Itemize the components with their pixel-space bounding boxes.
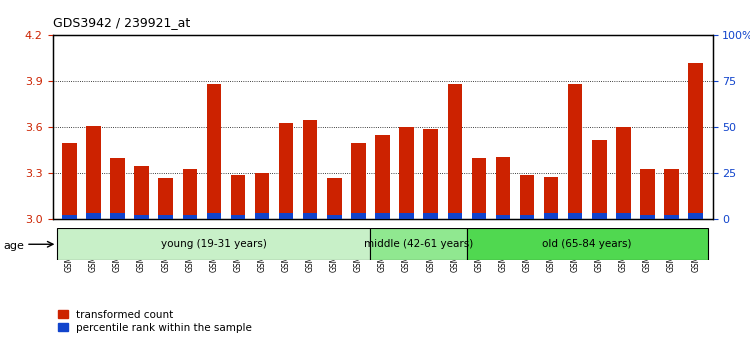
Bar [255,213,269,219]
Bar [520,215,534,219]
Bar [399,127,414,219]
Bar [616,213,631,219]
Bar [592,213,607,219]
Bar [375,135,390,219]
Bar [134,166,148,219]
Bar [424,129,438,219]
Bar [472,158,486,219]
Bar [110,213,125,219]
Bar [182,169,197,219]
Bar [327,215,341,219]
Bar [86,213,100,219]
Text: middle (42-61 years): middle (42-61 years) [364,239,473,249]
Bar [472,213,486,219]
Bar [57,228,370,260]
Bar [134,215,148,219]
Bar [616,127,631,219]
Bar [231,175,245,219]
Bar [231,215,245,219]
Bar [664,215,679,219]
Bar [62,143,76,219]
Bar [158,178,173,219]
Bar [592,140,607,219]
Bar [448,213,462,219]
Bar [688,213,703,219]
Bar [399,213,414,219]
Bar [158,215,173,219]
Bar [62,215,76,219]
Bar [688,63,703,219]
Bar [303,213,317,219]
Bar [466,228,708,260]
Bar [279,123,293,219]
Text: age: age [4,241,25,251]
Bar [279,213,293,219]
Bar [520,175,534,219]
Bar [640,169,655,219]
Bar [351,213,366,219]
Bar [207,213,221,219]
Legend: transformed count, percentile rank within the sample: transformed count, percentile rank withi… [58,310,252,333]
Bar [496,156,510,219]
Bar [448,85,462,219]
Bar [327,178,341,219]
Bar [640,215,655,219]
Text: old (65-84 years): old (65-84 years) [542,239,632,249]
Bar [496,215,510,219]
Bar [544,177,558,219]
Text: young (19-31 years): young (19-31 years) [161,239,267,249]
Bar [544,213,558,219]
Text: GDS3942 / 239921_at: GDS3942 / 239921_at [53,16,190,29]
Bar [568,213,583,219]
Bar [351,143,366,219]
Bar [568,85,583,219]
Bar [86,126,100,219]
Bar [370,228,466,260]
Bar [255,173,269,219]
Bar [182,215,197,219]
Bar [110,158,125,219]
Bar [424,213,438,219]
Bar [664,169,679,219]
Bar [207,85,221,219]
Bar [303,120,317,219]
Bar [375,213,390,219]
